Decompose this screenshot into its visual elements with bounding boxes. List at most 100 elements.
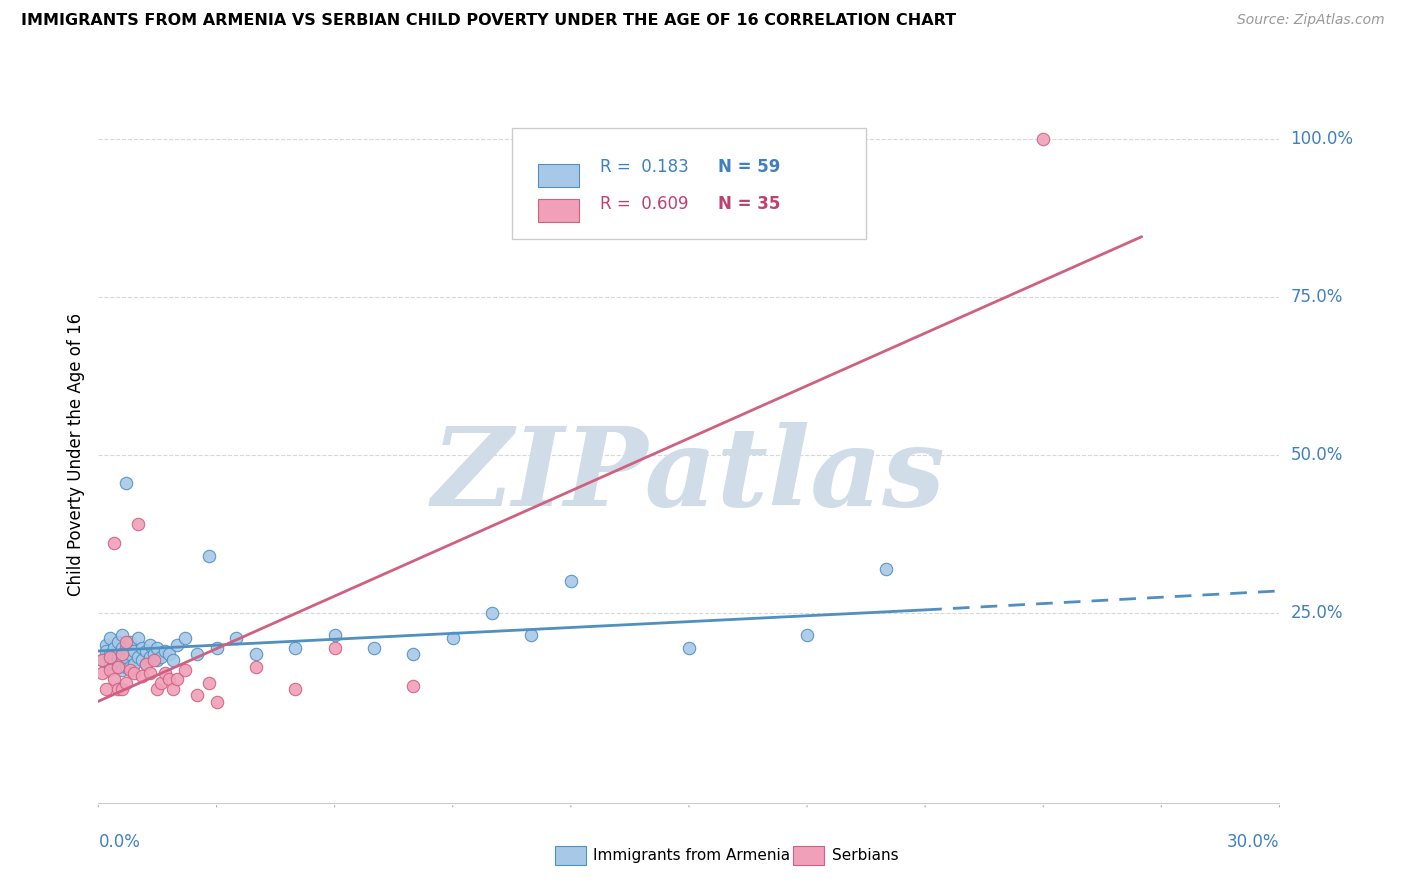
Point bbox=[111, 650, 134, 665]
Point bbox=[135, 644, 157, 658]
Point bbox=[115, 675, 138, 690]
Point bbox=[197, 675, 219, 690]
Y-axis label: Child Poverty Under the Age of 16: Child Poverty Under the Age of 16 bbox=[66, 313, 84, 597]
Point bbox=[118, 660, 141, 674]
Text: R =  0.183: R = 0.183 bbox=[600, 158, 689, 176]
Point bbox=[284, 640, 307, 655]
FancyBboxPatch shape bbox=[512, 128, 866, 239]
Point bbox=[138, 650, 160, 665]
Point bbox=[98, 632, 121, 646]
Point bbox=[115, 660, 138, 674]
Point bbox=[107, 660, 129, 674]
Point bbox=[127, 517, 149, 532]
Point bbox=[107, 681, 129, 696]
Point bbox=[111, 647, 134, 661]
Point bbox=[98, 650, 121, 665]
Point bbox=[142, 647, 165, 661]
Point bbox=[96, 638, 118, 652]
Text: Source: ZipAtlas.com: Source: ZipAtlas.com bbox=[1237, 13, 1385, 28]
Point bbox=[127, 632, 149, 646]
Text: Immigrants from Armenia: Immigrants from Armenia bbox=[593, 848, 790, 863]
Point bbox=[107, 647, 129, 661]
Point bbox=[875, 562, 897, 576]
FancyBboxPatch shape bbox=[537, 164, 579, 187]
Point bbox=[118, 647, 141, 661]
Point bbox=[131, 669, 153, 683]
Point bbox=[157, 647, 180, 661]
Text: N = 35: N = 35 bbox=[718, 195, 780, 213]
Point bbox=[162, 653, 184, 667]
Point bbox=[138, 638, 160, 652]
Point bbox=[323, 640, 346, 655]
Point bbox=[205, 640, 228, 655]
Point bbox=[166, 673, 188, 687]
Point bbox=[284, 681, 307, 696]
Point bbox=[323, 628, 346, 642]
Point bbox=[96, 644, 118, 658]
Text: IMMIGRANTS FROM ARMENIA VS SERBIAN CHILD POVERTY UNDER THE AGE OF 16 CORRELATION: IMMIGRANTS FROM ARMENIA VS SERBIAN CHILD… bbox=[21, 13, 956, 29]
Point bbox=[186, 647, 208, 661]
Text: 75.0%: 75.0% bbox=[1291, 288, 1343, 306]
Text: 50.0%: 50.0% bbox=[1291, 446, 1343, 464]
Point bbox=[174, 632, 197, 646]
Text: 25.0%: 25.0% bbox=[1291, 604, 1343, 622]
Point bbox=[146, 640, 169, 655]
Point bbox=[103, 673, 125, 687]
Text: N = 59: N = 59 bbox=[718, 158, 780, 176]
Point bbox=[107, 660, 129, 674]
Point bbox=[111, 628, 134, 642]
Point bbox=[135, 657, 157, 671]
Text: 30.0%: 30.0% bbox=[1227, 833, 1279, 851]
Point bbox=[155, 644, 177, 658]
Point bbox=[560, 574, 582, 589]
Point bbox=[96, 681, 118, 696]
Point bbox=[245, 660, 267, 674]
Point bbox=[91, 666, 114, 681]
Point bbox=[115, 650, 138, 665]
Point bbox=[103, 657, 125, 671]
Point bbox=[186, 688, 208, 702]
Point bbox=[402, 647, 425, 661]
Point bbox=[103, 536, 125, 550]
Point bbox=[166, 638, 188, 652]
Point bbox=[127, 650, 149, 665]
Point bbox=[205, 695, 228, 709]
Point bbox=[122, 657, 145, 671]
Point bbox=[103, 640, 125, 655]
Point bbox=[98, 663, 121, 677]
Point bbox=[520, 628, 543, 642]
Point bbox=[118, 634, 141, 648]
Point bbox=[98, 647, 121, 661]
Point bbox=[146, 681, 169, 696]
Point bbox=[150, 650, 173, 665]
Point bbox=[142, 653, 165, 667]
Point bbox=[111, 640, 134, 655]
Point bbox=[111, 663, 134, 677]
Point bbox=[363, 640, 385, 655]
Point bbox=[91, 653, 114, 667]
Point bbox=[441, 632, 464, 646]
Point bbox=[162, 681, 184, 696]
Point bbox=[155, 666, 177, 681]
Point bbox=[796, 628, 818, 642]
Text: ZIPatlas: ZIPatlas bbox=[432, 422, 946, 530]
Point bbox=[107, 634, 129, 648]
Text: 0.0%: 0.0% bbox=[98, 833, 141, 851]
Point bbox=[115, 476, 138, 491]
FancyBboxPatch shape bbox=[537, 199, 579, 222]
Point bbox=[150, 675, 173, 690]
Point bbox=[135, 657, 157, 671]
Point bbox=[481, 606, 503, 620]
Point bbox=[138, 666, 160, 681]
Text: 100.0%: 100.0% bbox=[1291, 129, 1354, 148]
Point bbox=[115, 640, 138, 655]
Point bbox=[197, 549, 219, 563]
Point bbox=[146, 653, 169, 667]
Point bbox=[157, 673, 180, 687]
Point bbox=[91, 653, 114, 667]
Point bbox=[131, 640, 153, 655]
Point bbox=[118, 663, 141, 677]
Point bbox=[1032, 131, 1054, 145]
Text: Serbians: Serbians bbox=[832, 848, 898, 863]
Point bbox=[245, 647, 267, 661]
